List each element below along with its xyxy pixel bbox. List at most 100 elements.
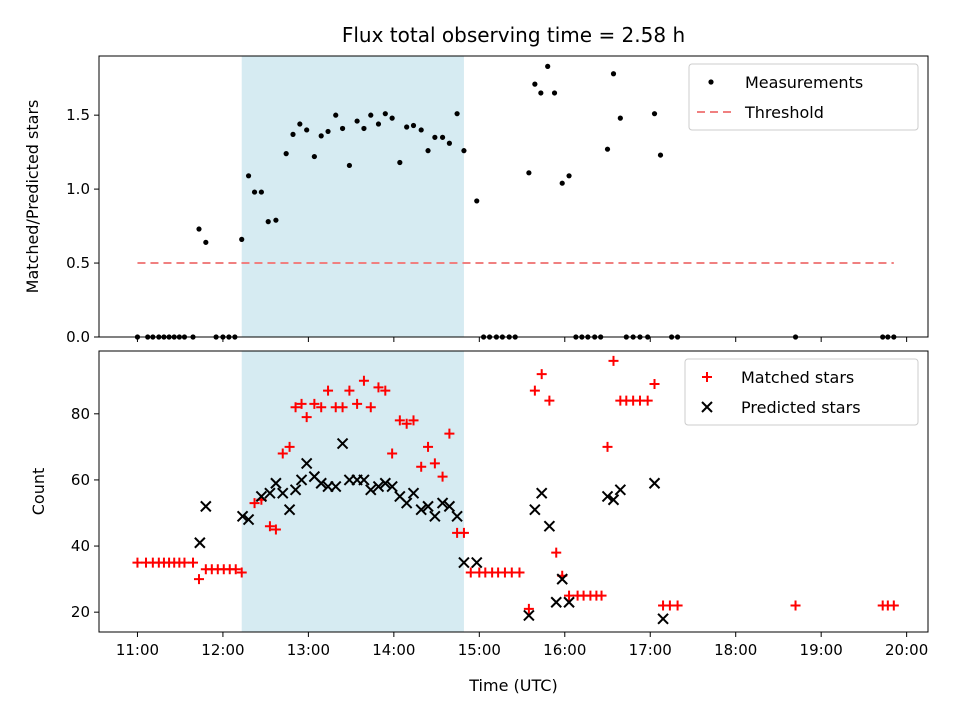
measurements-point (425, 148, 431, 154)
matched-stars-point (270, 524, 281, 535)
matched-stars-point (193, 574, 204, 585)
predicted-stars-point (436, 497, 449, 509)
predicted-stars-point (277, 487, 289, 499)
measurements-point (404, 124, 410, 130)
measurements-point (432, 134, 438, 140)
predicted-stars-point (336, 437, 349, 450)
matched-stars-point (608, 355, 619, 366)
bottom-y-axis-label: Count (29, 468, 48, 516)
measurements-point (651, 111, 658, 117)
top-panel-frame (98, 55, 929, 338)
x-tick-label: 19:00 (800, 641, 843, 659)
predicted-stars-point (407, 487, 420, 499)
matched-stars-point (523, 603, 534, 614)
y-tick-label: 0.0 (66, 328, 90, 346)
matched-stars-point (277, 448, 288, 459)
bottom-panel-frame (98, 350, 929, 633)
legend-label: Threshold (744, 103, 824, 122)
predicted-stars-point (379, 477, 392, 489)
predicted-stars-point (458, 556, 470, 569)
observing-window-span (241, 56, 464, 337)
legend-box (684, 358, 919, 426)
matched-stars-point (536, 369, 547, 380)
predicted-stars-point (358, 474, 370, 486)
x-tick-label: 13:00 (287, 641, 330, 659)
measurements-point (361, 125, 367, 132)
matched-stars-point (290, 402, 301, 413)
predicted-stars-point (264, 487, 276, 499)
top-y-axis-label: Matched/Predicted stars (23, 100, 42, 294)
matched-stars-point (373, 382, 384, 393)
measurements-point (368, 112, 374, 118)
measurements-point (538, 90, 544, 96)
predicted-stars-point (194, 537, 206, 549)
measurements-point (239, 236, 245, 242)
matched-stars-point (544, 395, 555, 406)
measurements-point (545, 63, 551, 69)
y-tick-label: 0.5 (66, 254, 90, 272)
matched-stars-point (401, 418, 412, 429)
measurements-point (532, 81, 538, 87)
measurements-point (251, 189, 258, 195)
measurements-point (354, 118, 360, 124)
legend-label: Matched stars (741, 368, 854, 387)
matched-stars-point (249, 498, 260, 509)
measurements-point (439, 134, 446, 140)
matched-stars-point (888, 600, 899, 611)
x-tick-label: 18:00 (714, 641, 757, 659)
measurements-point (454, 111, 460, 117)
x-tick-label: 12:00 (201, 641, 244, 659)
predicted-stars-point (242, 513, 255, 526)
predicted-stars-point (236, 510, 249, 523)
predicted-stars-point (451, 510, 463, 523)
legend-marker (708, 79, 714, 85)
y-tick-label: 80 (71, 405, 90, 423)
measurements-point (273, 217, 279, 223)
matched-stars-point (408, 415, 419, 426)
x-tick-label: 17:00 (629, 641, 672, 659)
matched-stars-point (179, 557, 190, 568)
matched-stars-point (444, 428, 455, 439)
legend-label: Measurements (745, 73, 863, 92)
measurements-point (526, 170, 532, 176)
top-panel-x-ticks (136, 337, 908, 342)
predicted-stars-point (607, 494, 620, 506)
measurements-point (446, 140, 453, 146)
matched-stars-point (387, 448, 398, 459)
measurements-point (461, 148, 467, 154)
measurements-point (203, 239, 209, 245)
matched-stars-point (264, 521, 275, 532)
top-legend: Measurements Threshold (688, 63, 919, 131)
predicted-stars-point (529, 503, 541, 516)
matched-stars-point (649, 379, 660, 390)
predicted-stars-point (255, 490, 268, 503)
matched-stars-point (296, 398, 307, 409)
predicted-stars-point (315, 477, 327, 489)
predicted-stars-point (400, 497, 413, 509)
matched-stars-point (551, 547, 562, 558)
measurements-point (339, 125, 346, 132)
matched-stars-point (284, 441, 295, 452)
y-tick-label: 20 (71, 603, 90, 621)
predicted-stars-point (295, 474, 308, 486)
measurements-point (389, 115, 395, 121)
matched-stars-point (380, 385, 391, 396)
bottom-panel-y-ticks: 20 40 60 80 (71, 405, 99, 621)
predicted-stars-point (648, 477, 661, 489)
matched-stars-point (602, 441, 613, 452)
measurements-point (325, 128, 331, 135)
measurements-point (346, 162, 353, 169)
matched-stars-point (230, 564, 241, 575)
measurements-point (245, 173, 252, 179)
bottom-panel-x-ticks: 11:00 12:00 13:00 14:00 15:00 16:00 17:00 18:00… (116, 632, 928, 659)
bottom-panel-marks (132, 355, 899, 625)
predicted-stars-point (422, 500, 434, 513)
measurements-point (283, 151, 289, 157)
y-tick-label: 1.5 (66, 106, 90, 124)
measurements-point (311, 153, 317, 160)
predicted-stars-point (372, 480, 385, 493)
predicted-stars-point (415, 503, 427, 516)
matched-stars-point (352, 398, 363, 409)
